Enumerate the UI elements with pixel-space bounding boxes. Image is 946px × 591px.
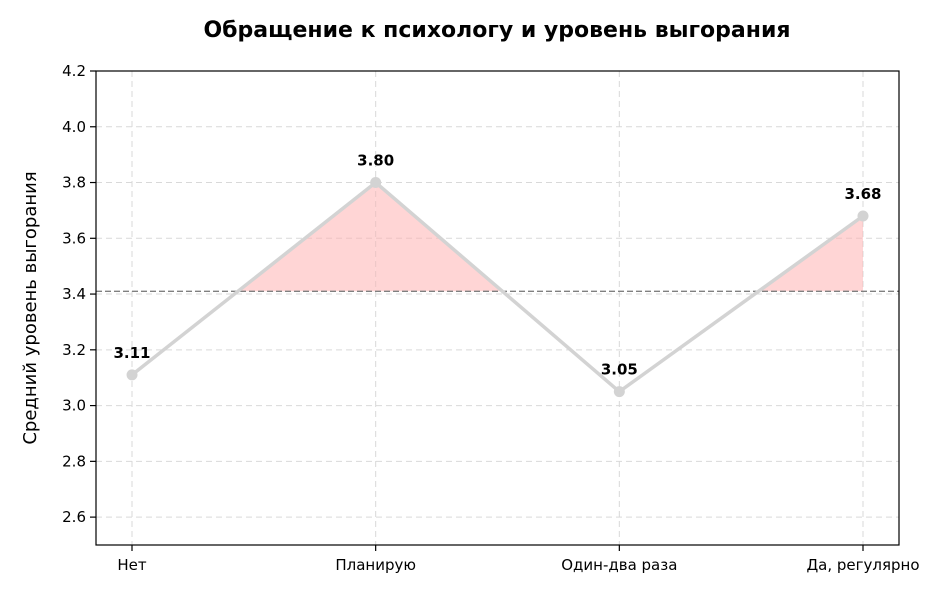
data-point <box>613 386 625 398</box>
x-tick-label: Да, регулярно <box>806 556 919 574</box>
x-axis-ticks: Нет Планирую Один-два раза Да, регулярно <box>117 545 920 574</box>
y-tick-label: 3.0 <box>62 397 86 415</box>
y-tick-label: 3.8 <box>62 174 86 192</box>
data-label: 3.05 <box>601 361 638 379</box>
x-tick-label: Один-два раза <box>561 556 677 574</box>
y-tick-label: 3.6 <box>62 229 86 247</box>
y-tick-label: 4.2 <box>62 62 86 80</box>
series <box>126 177 869 398</box>
y-tick-label: 3.4 <box>62 285 86 303</box>
y-axis-label: Средний уровень выгорания <box>20 171 41 444</box>
y-tick-label: 2.8 <box>62 452 86 470</box>
data-label: 3.11 <box>113 344 150 362</box>
data-point <box>126 369 138 381</box>
series-line <box>130 180 865 394</box>
x-tick-label: Планирую <box>335 556 416 574</box>
data-label: 3.68 <box>844 185 881 203</box>
plot-frame <box>95 70 900 546</box>
fill-areas <box>237 182 863 292</box>
y-tick-label: 3.2 <box>62 341 86 359</box>
y-tick-label: 2.6 <box>62 508 86 526</box>
data-labels: 3.11 3.80 3.05 3.68 <box>113 152 881 379</box>
chart-title: Обращение к психологу и уровень выгорани… <box>203 18 790 43</box>
y-axis-ticks: 2.6 2.8 3.0 3.2 3.4 3.6 3.8 4.0 4.2 <box>62 62 96 526</box>
y-tick-label: 4.0 <box>62 118 86 136</box>
data-label: 3.80 <box>357 152 394 170</box>
data-point <box>370 177 382 189</box>
data-point <box>857 210 869 222</box>
x-tick-label: Нет <box>117 556 147 574</box>
